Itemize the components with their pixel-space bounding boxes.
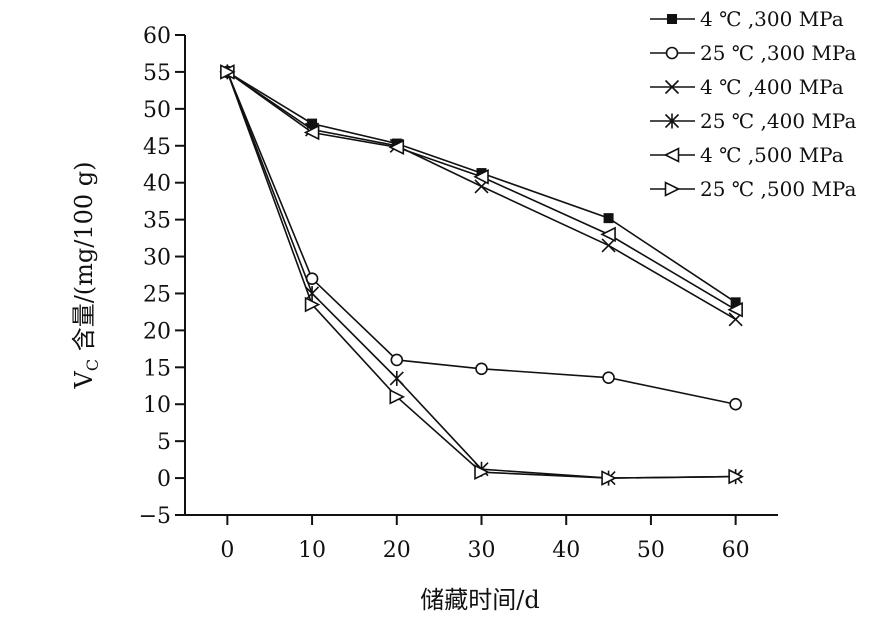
data-point [390, 353, 404, 367]
data-point [303, 124, 320, 141]
x-tick-label: 20 [383, 538, 411, 563]
series-line [226, 71, 736, 406]
data-point [388, 139, 405, 156]
x-tick-label: 10 [298, 538, 326, 563]
legend-marker [664, 113, 680, 129]
data-point [220, 64, 236, 80]
y-tick-label: −5 [139, 504, 171, 529]
y-axis-title-subscript: C [83, 359, 102, 371]
legend-item: 25 ℃ ,400 MPa [650, 109, 856, 133]
series-5 [219, 64, 743, 318]
legend-label: 4 ℃ ,500 MPa [700, 143, 844, 167]
legend-marker [664, 181, 681, 197]
x-ticks: 0 10 20 30 40 50 60 [220, 515, 750, 563]
data-point [389, 389, 406, 405]
legend-item: 4 ℃ ,500 MPa [650, 143, 844, 167]
legend-marker [663, 147, 680, 163]
series-2 [221, 65, 742, 411]
y-ticks: −5 0 5 10 15 20 25 30 35 40 45 50 55 60 [139, 24, 185, 529]
y-tick-label: 30 [143, 246, 171, 271]
y-tick-label: 40 [143, 172, 171, 197]
data-point [601, 238, 616, 253]
legend: 4 ℃ ,300 MPa 25 ℃ ,300 MPa 4 ℃ ,400 MPa 25 … [650, 7, 856, 201]
data-point [728, 468, 744, 485]
legend-label: 25 ℃ ,400 MPa [700, 109, 856, 133]
axes [184, 35, 778, 516]
legend-label: 25 ℃ ,300 MPa [700, 41, 856, 65]
data-point [603, 213, 614, 224]
series-6 [220, 64, 744, 486]
y-tick-label: 35 [143, 209, 171, 234]
data-point [304, 296, 321, 313]
legend-item: 25 ℃ ,300 MPa [650, 41, 856, 65]
legend-label: 4 ℃ ,400 MPa [700, 75, 844, 99]
y-tick-label: 55 [143, 61, 171, 86]
y-tick-label: 50 [143, 98, 171, 123]
data-point [602, 371, 615, 384]
data-point [475, 362, 488, 376]
legend-marker [664, 79, 680, 95]
series-line [226, 71, 737, 311]
y-tick-label: 45 [143, 135, 171, 160]
series-4 [220, 64, 743, 486]
y-axis-title: VC 含量/(mg/100 g) [70, 161, 102, 389]
data-point [727, 301, 743, 318]
series-3 [220, 64, 743, 327]
legend-item: 4 ℃ ,400 MPa [650, 75, 844, 99]
y-axis-title-main: V [70, 371, 98, 390]
data-point [729, 397, 742, 411]
y-tick-label: 25 [143, 282, 171, 307]
y-tick-label: 60 [143, 24, 171, 49]
y-tick-label: 10 [143, 393, 171, 418]
x-tick-label: 50 [637, 538, 665, 563]
legend-marker [667, 14, 677, 24]
x-tick-label: 40 [552, 538, 580, 563]
series-line [226, 71, 737, 320]
x-tick-label: 0 [220, 538, 234, 563]
legend-item: 4 ℃ ,300 MPa [650, 7, 844, 31]
series-line [226, 71, 736, 479]
data-point [305, 285, 320, 301]
legend-label: 25 ℃ ,500 MPa [700, 177, 856, 201]
y-tick-label: 5 [157, 430, 171, 455]
data-series [219, 64, 744, 486]
legend-item: 25 ℃ ,500 MPa [650, 177, 856, 201]
x-tick-label: 30 [468, 538, 496, 563]
y-tick-label: 20 [143, 319, 171, 344]
data-point [601, 470, 617, 486]
series-line [226, 71, 737, 303]
data-point [730, 297, 741, 308]
x-axis-title: 储藏时间/d [420, 586, 539, 614]
legend-label: 4 ℃ ,300 MPa [700, 7, 844, 31]
data-point [389, 370, 404, 386]
legend-marker [665, 46, 679, 60]
x-tick-label: 60 [722, 538, 750, 563]
y-tick-label: 0 [157, 467, 171, 492]
y-tick-label: 15 [143, 356, 171, 381]
y-axis-title-rest: 含量/(mg/100 g) [70, 161, 98, 358]
data-point [474, 464, 490, 480]
data-point [600, 226, 616, 243]
data-point [473, 168, 489, 185]
data-point [307, 118, 318, 129]
